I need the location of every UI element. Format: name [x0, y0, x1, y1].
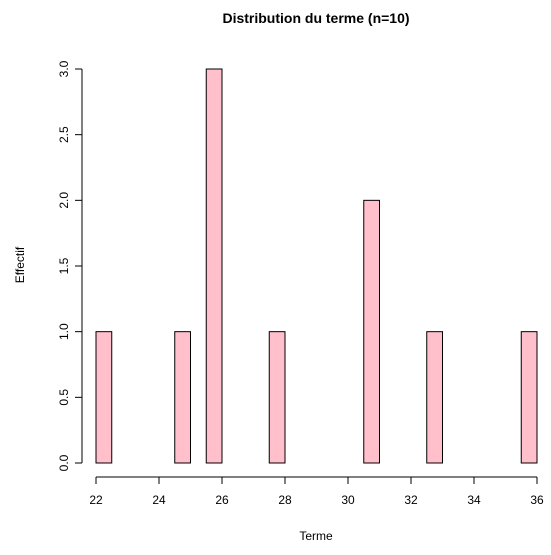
x-tick-label: 34 [467, 493, 481, 507]
x-tick-label: 24 [152, 493, 166, 507]
histogram-bar [268, 331, 286, 464]
histogram-bar [520, 331, 538, 464]
x-axis-label: Terme [299, 529, 333, 543]
x-axis: 22 24 26 28 30 32 34 36 [89, 476, 544, 507]
chart-title: Distribution du terme (n=10) [222, 10, 409, 26]
x-tick-label: 26 [215, 493, 229, 507]
x-tick-label: 32 [404, 493, 418, 507]
y-tick-label: 0.5 [57, 389, 71, 406]
x-tick-label: 30 [341, 493, 355, 507]
x-tick-label: 28 [278, 493, 292, 507]
y-axis: 0.0 0.5 1.0 1.5 2.0 2.5 3.0 [57, 60, 83, 471]
y-tick-label: 0.0 [57, 454, 71, 471]
y-tick-label: 1.5 [57, 257, 71, 274]
y-tick-label: 3.0 [57, 60, 71, 77]
histogram-bar [174, 331, 191, 464]
bars-layer [95, 68, 538, 464]
y-tick-label: 2.5 [57, 126, 71, 143]
x-tick-label: 36 [530, 493, 544, 507]
histogram-bar [426, 331, 443, 464]
y-axis-label: Effectif [13, 246, 27, 283]
histogram-bar [95, 331, 113, 464]
y-tick-label: 1.0 [57, 323, 71, 340]
histogram-bar [363, 199, 380, 464]
x-tick-label: 22 [89, 493, 103, 507]
histogram-bar [205, 68, 223, 464]
y-tick-label: 2.0 [57, 192, 71, 209]
